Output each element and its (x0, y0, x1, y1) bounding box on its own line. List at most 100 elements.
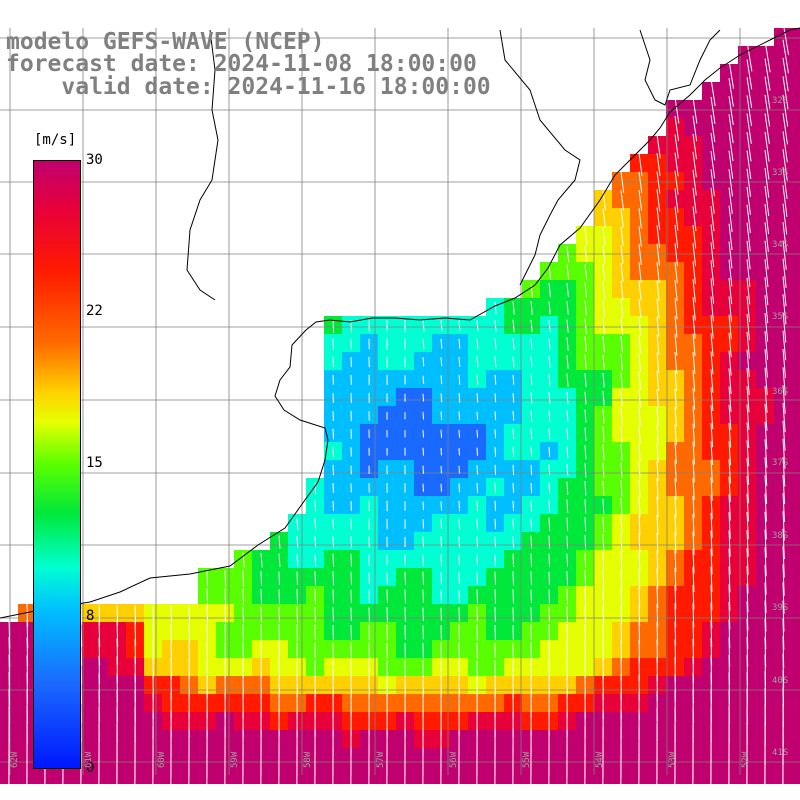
wind-arrow (638, 389, 641, 408)
wind-arrow (170, 606, 173, 624)
wind-arrow (602, 605, 605, 624)
wind-arrow (332, 536, 335, 549)
wind-arrow (692, 513, 695, 537)
wind-arrow (674, 603, 677, 628)
wind-arrow (584, 588, 587, 606)
wind-arrow (728, 296, 732, 322)
wind-arrow (206, 605, 209, 624)
wind-arrow (692, 423, 696, 447)
wind-arrow (620, 498, 623, 515)
wind-arrow (710, 242, 715, 268)
wind-arrow (782, 276, 787, 307)
wind-arrow (656, 586, 659, 609)
lat-label: 38S (772, 531, 789, 541)
wind-arrow (782, 203, 788, 235)
wind-arrow (512, 301, 515, 315)
wind-cell (774, 136, 792, 154)
wind-arrow (458, 320, 461, 332)
wind-cell (720, 226, 738, 244)
wind-arrow (692, 243, 697, 267)
wind-arrow (602, 317, 606, 335)
wind-arrow (620, 317, 624, 336)
wind-cell (720, 352, 738, 370)
wind-arrow (458, 518, 461, 530)
wind-arrow (674, 224, 679, 249)
wind-arrow (764, 222, 769, 252)
wind-arrow (458, 429, 461, 438)
wind-arrow (566, 588, 569, 605)
wind-arrow (458, 483, 461, 493)
wind-cell (720, 334, 738, 352)
wind-arrow (692, 549, 695, 574)
wind-cell (774, 28, 792, 46)
wind-cell (702, 244, 720, 262)
wind-arrow (656, 189, 661, 212)
wind-arrow (710, 548, 713, 575)
wind-arrow (728, 205, 733, 232)
wind-cell (792, 766, 800, 784)
wind-arrow (602, 263, 606, 281)
wind-arrow (548, 464, 551, 476)
wind-arrow (548, 391, 551, 405)
wind-cell (738, 514, 756, 532)
lat-label: 34S (772, 240, 789, 250)
wind-arrow (656, 532, 659, 553)
wind-cell (666, 136, 684, 154)
wind-arrow (440, 393, 443, 403)
wind-cell (630, 316, 648, 334)
wind-cell (648, 316, 666, 334)
wind-cell (792, 496, 800, 514)
wind-cell (666, 334, 684, 352)
wind-arrow (746, 277, 751, 305)
wind-cell (720, 136, 738, 154)
wind-arrow (602, 373, 605, 388)
wind-cell (594, 190, 612, 208)
wind-arrow (422, 411, 425, 420)
wind-cell (702, 100, 720, 118)
wind-arrow (548, 446, 551, 458)
wind-arrow (584, 409, 587, 423)
wind-cell (720, 280, 738, 298)
wind-cell (720, 388, 738, 406)
wind-arrow (332, 553, 335, 567)
wind-arrow (764, 367, 768, 396)
wind-cell (594, 226, 612, 244)
wind-cell (792, 316, 800, 334)
wind-cell (702, 388, 720, 406)
wind-arrow (566, 283, 569, 298)
wind-arrow (620, 227, 624, 246)
wind-arrow (692, 496, 695, 518)
wind-arrow (638, 407, 641, 426)
wind-cell (702, 136, 720, 154)
wind-arrow (692, 297, 696, 321)
wind-arrow (656, 425, 659, 444)
wind-arrow (548, 535, 551, 549)
wind-cell (594, 316, 612, 334)
wind-arrow (764, 547, 767, 577)
wind-arrow (512, 464, 515, 476)
wind-arrow (728, 314, 732, 340)
wind-arrow (746, 601, 749, 631)
wind-cell (684, 244, 702, 262)
wind-arrow (692, 405, 696, 429)
wind-arrow (296, 536, 299, 549)
wind-arrow (638, 497, 641, 517)
wind-cell (648, 136, 666, 154)
wind-cell (612, 244, 630, 262)
wind-arrow (530, 535, 533, 549)
wind-arrow (764, 76, 771, 109)
wind-arrow (494, 446, 497, 457)
wind-cell (720, 478, 738, 496)
wind-cell (774, 334, 792, 352)
wind-arrow (728, 132, 734, 162)
wind-cell (594, 334, 612, 352)
wind-cell (702, 208, 720, 226)
wind-arrow (530, 500, 533, 512)
wind-arrow (728, 441, 732, 466)
wind-cell (774, 550, 792, 568)
wind-arrow (314, 536, 317, 548)
wind-arrow (476, 518, 479, 530)
colorbar (33, 160, 81, 769)
wind-cell (612, 316, 630, 334)
wind-cell (792, 226, 800, 244)
